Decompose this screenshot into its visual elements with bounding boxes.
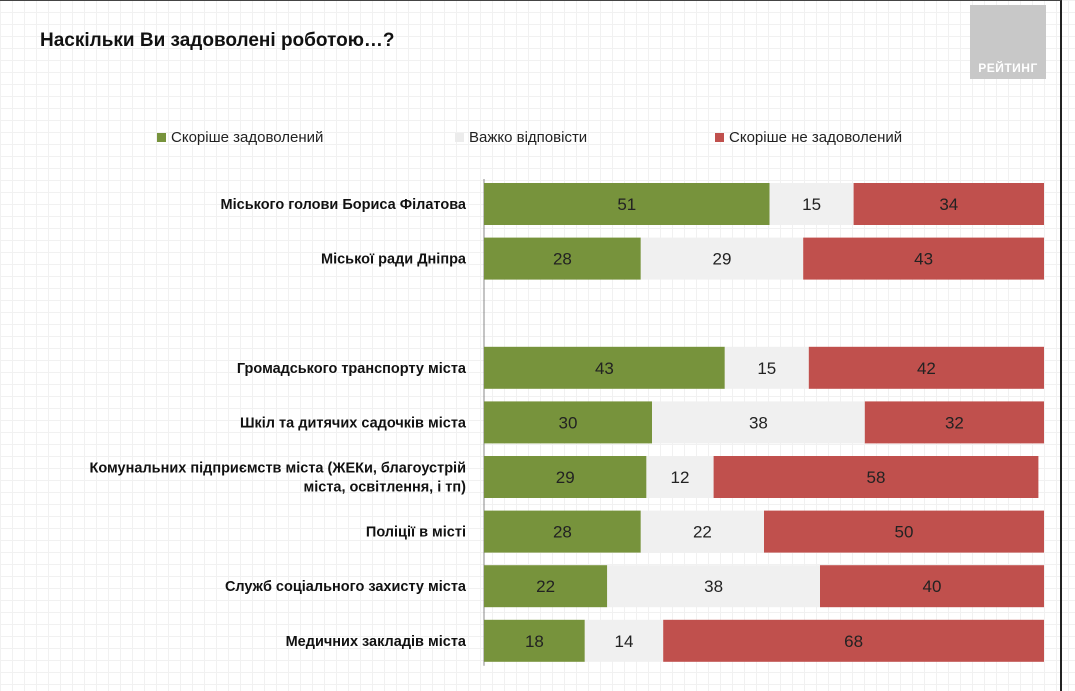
data-label: 22: [536, 577, 555, 596]
bar-segment: [652, 401, 865, 444]
category-label: міста, освітлення, і тп): [304, 480, 467, 496]
bar-segment: [724, 346, 809, 389]
bar-segment: [484, 237, 641, 280]
bar-segment: [484, 565, 608, 608]
bar-segment: [808, 346, 1044, 389]
bar-segment: [803, 237, 1044, 280]
category-label: Поліції в місті: [366, 525, 466, 541]
bar-segment: [663, 619, 1044, 662]
bar-segment: [713, 456, 1039, 498]
legend-swatch: [157, 133, 166, 142]
legend-swatch: [715, 133, 724, 142]
legend-item-satisfied: Скоріше задоволений: [157, 129, 323, 146]
data-label: 22: [693, 523, 712, 542]
data-label: 32: [945, 413, 964, 432]
category-label: Міської ради Дніпра: [321, 252, 467, 268]
bar-segment: [484, 619, 585, 662]
data-label: 14: [615, 632, 634, 651]
logo-text: РЕЙТИНГ: [978, 61, 1038, 75]
data-label: 43: [914, 250, 933, 269]
data-label: 50: [895, 523, 914, 542]
data-label: 43: [595, 359, 614, 378]
bar-segment: [820, 565, 1044, 608]
bar-segment: [864, 401, 1044, 444]
legend-item-hard-to-say: Важко відповісти: [455, 129, 587, 146]
legend-swatch: [455, 133, 464, 142]
data-label: 51: [617, 195, 636, 214]
category-label: Громадського транспорту міста: [237, 361, 467, 377]
bar-segment: [484, 346, 725, 389]
data-label: 30: [559, 413, 578, 432]
data-label: 38: [704, 577, 723, 596]
bar-segment: [607, 565, 820, 608]
bar-segment: [484, 183, 770, 225]
data-label: 34: [939, 195, 958, 214]
bar-segment: [646, 456, 714, 498]
bar-segment: [484, 510, 641, 553]
bar-segment: [640, 510, 764, 553]
data-label: 15: [802, 195, 821, 214]
bar-segment: [764, 510, 1044, 553]
data-label: 38: [749, 413, 768, 432]
data-label: 58: [867, 468, 886, 487]
data-label: 28: [553, 523, 572, 542]
data-label: 29: [713, 250, 732, 269]
bar-segment: [640, 237, 804, 280]
category-label: Комунальних підприємств міста (ЖЕКи, бла…: [90, 461, 467, 477]
data-label: 12: [671, 468, 690, 487]
bar-segment: [584, 619, 664, 662]
legend-item-not-satisfied: Скоріше не задоволений: [715, 129, 902, 146]
bar-segment: [853, 183, 1044, 225]
bar-segment: [484, 456, 647, 498]
chart-title: Наскільки Ви задоволені роботою…?: [40, 30, 395, 51]
data-label: 18: [525, 632, 544, 651]
data-label: 15: [757, 359, 776, 378]
data-label: 68: [844, 632, 863, 651]
data-label: 29: [556, 468, 575, 487]
category-label: Медичних закладів міста: [286, 634, 467, 650]
category-label: Служб соціального захисту міста: [225, 579, 467, 595]
category-label: Міського голови Бориса Філатова: [221, 197, 467, 213]
category-label: Шкіл та дитячих садочків міста: [240, 415, 467, 431]
logo-rating: РЕЙТИНГ: [970, 5, 1046, 79]
data-label: 40: [923, 577, 942, 596]
bar-segment: [769, 183, 854, 225]
data-label: 42: [917, 359, 936, 378]
data-label: 28: [553, 250, 572, 269]
bar-segment: [484, 401, 652, 444]
